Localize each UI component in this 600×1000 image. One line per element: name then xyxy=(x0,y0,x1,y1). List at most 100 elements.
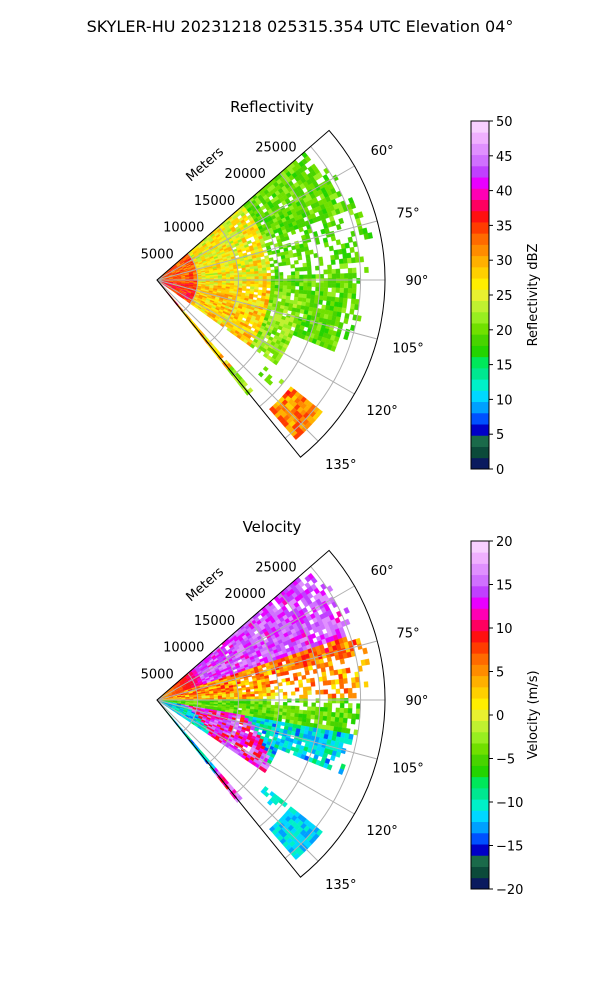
colorbar-swatch xyxy=(471,177,489,189)
data-cell xyxy=(331,693,337,699)
data-cell xyxy=(229,693,235,696)
colorbar-swatch xyxy=(471,435,489,447)
data-cell xyxy=(310,294,316,300)
data-cell xyxy=(234,281,239,284)
colorbar-swatch xyxy=(471,121,489,133)
data-cell xyxy=(323,689,329,695)
data-cell xyxy=(307,665,314,671)
data-cell xyxy=(282,711,287,717)
data-cell xyxy=(282,288,288,293)
colorbar-swatch xyxy=(471,597,489,609)
colorbar-swatch xyxy=(471,424,489,436)
range-tick-label: 15000 xyxy=(194,614,235,629)
data-cell xyxy=(257,371,264,378)
data-cell xyxy=(343,688,349,694)
data-cell xyxy=(341,307,347,314)
colorbar-tick-label: 45 xyxy=(496,150,513,165)
data-cell xyxy=(294,293,299,298)
colorbar-swatch xyxy=(471,552,489,564)
data-cell xyxy=(306,686,312,691)
colorbar-tick-label: 50 xyxy=(496,115,513,130)
data-cell xyxy=(290,271,296,276)
data-cell xyxy=(282,708,288,713)
data-cell xyxy=(342,722,348,729)
data-cell xyxy=(281,261,287,266)
data-cell xyxy=(343,708,349,714)
data-cell xyxy=(327,711,332,717)
data-cell xyxy=(308,249,314,255)
data-cell xyxy=(350,718,356,725)
data-cell xyxy=(254,273,259,277)
data-cell xyxy=(242,283,247,287)
data-cell xyxy=(307,286,312,291)
colorbar-tick-label: 5 xyxy=(496,428,504,443)
data-cell xyxy=(246,691,251,695)
data-cell xyxy=(261,264,267,269)
data-cell xyxy=(307,282,312,287)
azimuth-tick-label: 105° xyxy=(392,761,423,776)
data-cell xyxy=(287,698,292,703)
data-cell xyxy=(335,698,341,704)
data-cell xyxy=(298,293,304,299)
data-cell xyxy=(254,270,259,275)
data-cell xyxy=(250,273,255,277)
data-cell xyxy=(342,253,348,259)
data-cell xyxy=(343,712,349,719)
data-cell xyxy=(346,252,352,259)
data-cell xyxy=(298,709,304,715)
data-cell xyxy=(226,697,231,700)
data-cell xyxy=(298,683,304,688)
data-cell xyxy=(288,253,294,258)
colorbar-swatch xyxy=(471,776,489,789)
data-cell xyxy=(262,704,267,708)
data-cell xyxy=(270,287,275,292)
data-cell xyxy=(342,678,348,684)
data-cell xyxy=(266,689,271,694)
colorbar-swatch xyxy=(471,210,489,223)
data-cell xyxy=(282,702,288,706)
data-cell xyxy=(335,707,341,713)
colorbar-swatch xyxy=(471,311,489,324)
azimuth-tick-label: 60° xyxy=(371,144,394,159)
data-cell xyxy=(310,290,316,296)
data-cell xyxy=(270,278,276,283)
data-cell xyxy=(290,289,296,294)
data-cell xyxy=(305,298,311,304)
data-cell xyxy=(310,710,316,716)
data-cell xyxy=(295,271,300,276)
data-cell xyxy=(340,698,345,704)
data-cell xyxy=(319,278,325,284)
data-cell xyxy=(315,274,321,279)
data-cell xyxy=(351,288,357,295)
range-tick-label: 20000 xyxy=(225,587,266,602)
data-cell xyxy=(258,273,263,277)
data-cell xyxy=(262,693,268,697)
data-cell xyxy=(258,693,263,697)
data-cell xyxy=(258,704,263,708)
data-cell xyxy=(270,692,276,697)
data-cell xyxy=(339,693,345,699)
colorbar-tick-label: 5 xyxy=(496,666,504,681)
colorbar-swatch xyxy=(471,390,489,403)
azimuth-tick-label: 90° xyxy=(405,694,428,709)
data-cell xyxy=(303,698,308,703)
data-cell xyxy=(350,202,357,210)
data-cell xyxy=(349,308,355,315)
data-cell xyxy=(294,687,300,692)
colorbar-swatch xyxy=(471,686,489,699)
data-cell xyxy=(335,268,341,274)
data-cell xyxy=(323,707,328,713)
data-cell xyxy=(241,288,247,292)
data-cell xyxy=(266,284,272,289)
data-cell xyxy=(327,269,333,275)
data-cell xyxy=(281,258,287,263)
data-cell xyxy=(270,695,276,700)
data-cell xyxy=(323,287,328,293)
data-cell xyxy=(343,318,349,325)
data-cell xyxy=(270,704,276,709)
data-cell xyxy=(331,712,336,718)
data-cell xyxy=(364,658,370,666)
colorbar-swatch xyxy=(471,541,489,553)
